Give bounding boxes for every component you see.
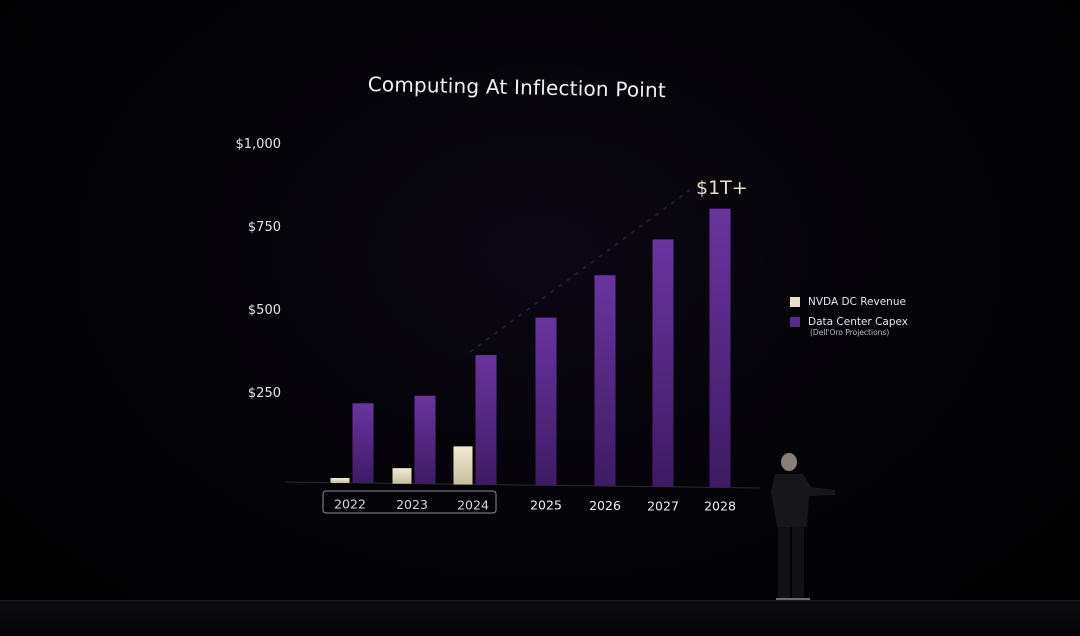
legend-note: (Dell'Oro Projections): [810, 328, 890, 337]
trillion-callout: $1T+: [696, 177, 748, 199]
revenue-bar-2023: [392, 468, 412, 484]
capex-bar-2024: [475, 355, 497, 485]
x-tick-label-2028: 2028: [704, 499, 736, 514]
y-tick-label: $750: [248, 220, 281, 235]
legend-item-capex: Data Center Capex: [790, 312, 908, 332]
capex-bar-2028: [709, 208, 731, 488]
x-tick-label-2023: 2023: [396, 497, 428, 512]
bars: [330, 208, 731, 488]
x-tick-label-2026: 2026: [589, 498, 621, 513]
legend-item-revenue: NVDA DC Revenue: [790, 292, 908, 312]
legend-label-revenue: NVDA DC Revenue: [808, 296, 906, 308]
y-tick-label: $1,000: [236, 137, 282, 152]
x-axis-labels: 2022 2023 2024 2025 2026 2027 2028: [334, 496, 736, 513]
capex-bar-2025: [535, 317, 557, 486]
y-tick-label: $250: [248, 386, 281, 401]
y-axis-ticks: $250 $500 $750 $1,000: [236, 137, 282, 401]
capex-bar-2026: [594, 275, 616, 487]
x-tick-label-2024: 2024: [457, 497, 489, 512]
legend-swatch-capex: [790, 317, 800, 327]
capex-bar-2023: [414, 395, 436, 484]
revenue-bar-2024: [453, 446, 473, 485]
legend-label-capex: Data Center Capex: [808, 316, 909, 328]
x-tick-label-2025: 2025: [530, 498, 562, 513]
x-tick-label-2022: 2022: [334, 496, 366, 511]
x-axis-baseline: [284, 481, 761, 489]
x-tick-label-2027: 2027: [647, 498, 679, 513]
capex-bar-2022: [352, 403, 374, 483]
presenter-figure: [771, 453, 835, 603]
revenue-bar-2022: [330, 478, 350, 483]
legend: NVDA DC Revenue Data Center Capex (Dell'…: [790, 292, 908, 337]
capex-bar-2027: [652, 239, 674, 487]
y-tick-label: $500: [248, 303, 281, 318]
actuals-highlight-box: [322, 490, 497, 514]
legend-swatch-revenue: [790, 297, 800, 307]
stage-floor: [0, 600, 1080, 636]
